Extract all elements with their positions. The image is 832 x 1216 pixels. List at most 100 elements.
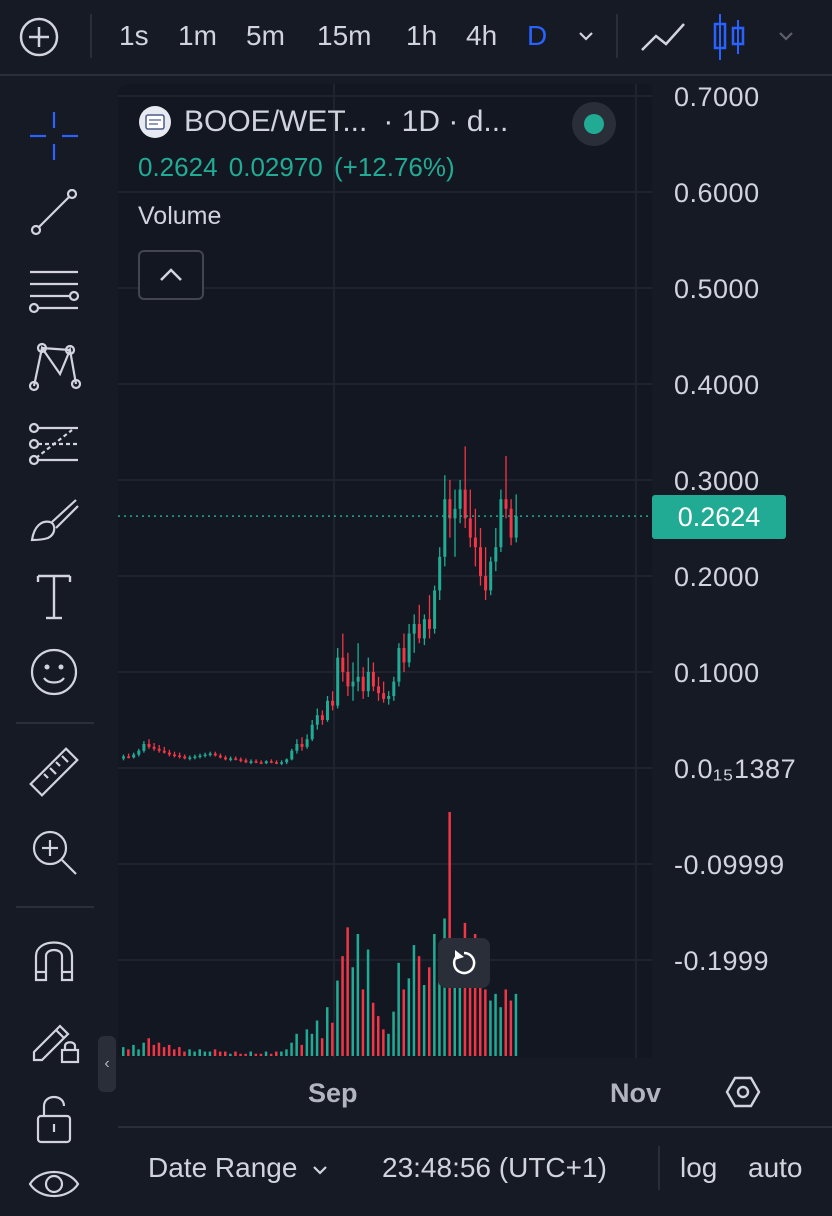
- candle-body: [499, 499, 503, 548]
- candle-body: [127, 756, 131, 758]
- candle-body: [188, 757, 192, 759]
- interval-15m[interactable]: 15m: [317, 20, 372, 51]
- interval-1s[interactable]: 1s: [119, 20, 149, 51]
- candle-body: [366, 672, 370, 692]
- date-range-label: Date Range: [148, 1152, 298, 1183]
- text-icon[interactable]: [22, 564, 86, 628]
- volume-bar: [371, 1002, 375, 1056]
- volume-bar: [433, 934, 436, 1056]
- log-scale-toggle[interactable]: log: [680, 1152, 718, 1183]
- candle-body: [193, 756, 197, 758]
- zoom-in-icon[interactable]: [22, 820, 86, 884]
- fib-icon[interactable]: [22, 412, 86, 476]
- price-label: 0.7000: [674, 82, 760, 112]
- symbol-row[interactable]: BOOE/WET... · 1D · d...: [138, 100, 508, 144]
- price-axis[interactable]: 0.7000 0.6000 0.5000 0.4000 0.3000 0.200…: [652, 76, 832, 1058]
- candle-body: [428, 619, 431, 629]
- volume-bar: [336, 980, 339, 1056]
- collapse-legend-button[interactable]: [138, 250, 204, 300]
- volume-bar: [326, 1007, 329, 1056]
- volume-bar: [463, 922, 467, 1056]
- candle-body: [346, 672, 350, 687]
- candle-body: [152, 746, 156, 749]
- volume-bar: [458, 956, 462, 1056]
- interval-1m[interactable]: 1m: [178, 20, 217, 51]
- date-range-button[interactable]: Date Range: [148, 1152, 331, 1184]
- volume-bar: [178, 1047, 181, 1056]
- unlock-icon[interactable]: [22, 1086, 86, 1150]
- add-icon[interactable]: [18, 16, 60, 58]
- candle-body: [377, 686, 380, 694]
- volume-bar: [422, 985, 426, 1056]
- volume-bar: [147, 1038, 150, 1056]
- clock[interactable]: 23:48:56 (UTC+1): [382, 1152, 607, 1183]
- volume-bar: [224, 1051, 227, 1056]
- volume-bar: [275, 1051, 278, 1056]
- volume-bar: [402, 989, 405, 1056]
- volume-bar: [188, 1049, 191, 1056]
- trend-line-icon[interactable]: [22, 180, 86, 244]
- candle-body: [285, 759, 289, 763]
- reset-chart-button[interactable]: [438, 938, 490, 988]
- last-price: 0.2624: [138, 152, 218, 182]
- candle-body: [407, 633, 411, 663]
- volume-bar: [448, 812, 451, 1056]
- crosshair-icon[interactable]: [22, 104, 86, 168]
- chevron-down-icon[interactable]: [774, 24, 798, 48]
- volume-bar: [514, 993, 518, 1056]
- interval-4h[interactable]: 4h: [466, 20, 498, 51]
- interval-d[interactable]: D: [527, 20, 548, 51]
- horizontal-lines-icon[interactable]: [22, 258, 86, 322]
- candle-body: [453, 508, 457, 519]
- interval-1h[interactable]: 1h: [406, 20, 438, 51]
- volume-bar: [387, 1033, 390, 1056]
- volume-bar: [183, 1051, 186, 1056]
- pattern-icon[interactable]: [22, 334, 86, 398]
- interval-5m[interactable]: 5m: [246, 20, 285, 51]
- volume-bar: [346, 927, 349, 1056]
- auto-scale-toggle[interactable]: auto: [748, 1152, 803, 1183]
- ruler-icon[interactable]: [22, 740, 86, 804]
- price-label: 0.4000: [674, 370, 760, 400]
- line-chart-icon[interactable]: [638, 16, 690, 58]
- volume-bar: [173, 1049, 176, 1056]
- volume-bar: [203, 1051, 207, 1056]
- candles-icon[interactable]: [710, 12, 750, 62]
- eye-icon[interactable]: [22, 1152, 86, 1216]
- chart-pane[interactable]: [118, 84, 652, 1058]
- market-status-icon[interactable]: [572, 102, 616, 146]
- separator: [16, 722, 94, 724]
- volume-bar: [132, 1044, 135, 1056]
- candle-body: [489, 561, 493, 591]
- price-change-percent: (+12.76%): [333, 152, 455, 182]
- volume-bar: [229, 1053, 232, 1056]
- candle-body: [326, 700, 329, 720]
- chart-settings-icon[interactable]: [716, 1070, 770, 1114]
- price-label: 0.0₁₅1387: [674, 754, 797, 784]
- chevron-down-icon[interactable]: [574, 24, 598, 48]
- magnet-icon[interactable]: [22, 928, 86, 992]
- volume-bar: [208, 1051, 212, 1056]
- candle-body: [371, 672, 375, 687]
- time-axis[interactable]: Sep Nov: [118, 1062, 661, 1122]
- candlestick-chart: [118, 84, 652, 1058]
- candle-body: [443, 499, 447, 557]
- emoji-icon[interactable]: [22, 640, 86, 704]
- candle-body: [463, 489, 467, 519]
- volume-bar: [269, 1053, 273, 1056]
- collapse-toolbar-button[interactable]: ‹: [98, 1036, 116, 1092]
- candle-body: [300, 744, 304, 747]
- candle-body: [122, 756, 125, 759]
- volume-bar: [397, 962, 400, 1056]
- lock-pencil-icon[interactable]: [22, 1008, 86, 1072]
- volume-bar: [504, 989, 507, 1056]
- candle-body: [331, 700, 335, 706]
- brush-icon[interactable]: [22, 488, 86, 552]
- volume-bar: [162, 1047, 166, 1056]
- volume-bar: [137, 1049, 140, 1056]
- candle-body: [351, 681, 355, 687]
- volume-bar: [300, 1044, 303, 1056]
- candle-body: [361, 676, 365, 692]
- candle-body: [417, 624, 421, 639]
- candle-body: [412, 624, 416, 634]
